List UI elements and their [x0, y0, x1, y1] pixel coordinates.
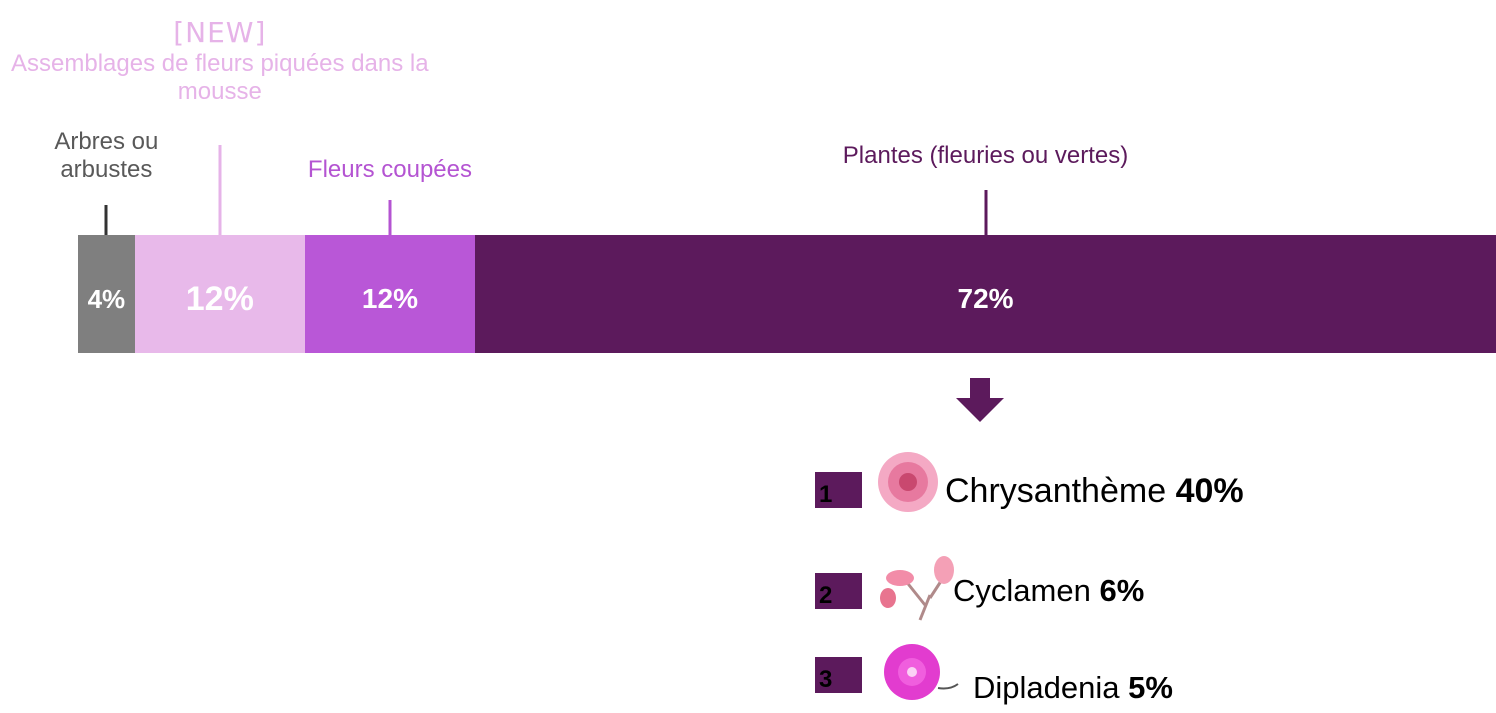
item-share: 40% — [1175, 472, 1244, 510]
ranking-item: Cyclamen 6% — [953, 573, 1144, 609]
rank-number: 1 — [819, 481, 833, 508]
leader-line — [218, 145, 222, 235]
item-share: 6% — [1099, 573, 1145, 608]
value-label: 72% — [957, 283, 1014, 314]
item-share: 5% — [1128, 670, 1173, 705]
leader-line — [104, 205, 108, 235]
rank-box: 1 — [815, 472, 862, 508]
value-label: 4% — [87, 284, 126, 314]
value-label: 12% — [185, 280, 254, 318]
segment-label-box: Plantes (fleuries ou vertes) — [736, 142, 1236, 170]
item-name: Dipladenia — [973, 670, 1120, 705]
new-tag: [NEW] — [173, 16, 267, 49]
leader-line — [388, 200, 392, 235]
icon-chrysantheme — [878, 452, 938, 512]
segment-label-box: Fleurs coupées — [240, 156, 540, 184]
segment-label-box: [NEW] Assemblages de fleurs piquées dans … — [0, 16, 440, 106]
rank-box: 3 — [815, 657, 862, 693]
icon-cyclamen — [880, 556, 954, 621]
icon-dipladenia — [884, 644, 959, 700]
rank-box: 2 — [815, 573, 862, 609]
value-label: 12% — [361, 283, 418, 314]
rank-number: 3 — [819, 666, 833, 693]
segment-name: Fleurs coupées — [307, 156, 472, 183]
segment-name: Assemblages de fleurs piquées dans la mo… — [11, 50, 429, 105]
leader-line — [984, 190, 988, 235]
bar-segment — [78, 235, 135, 353]
bar-segment — [475, 235, 1496, 353]
segment-label-box: Arbres ou arbustes — [36, 128, 176, 184]
bar-segment — [134, 235, 305, 353]
segment-name: Plantes (fleuries ou vertes) — [842, 142, 1129, 169]
ranking-item: Chrysanthème 40% — [945, 472, 1244, 511]
item-name: Cyclamen — [953, 573, 1091, 608]
segment-name: Arbres ou arbustes — [54, 128, 159, 183]
rank-number: 2 — [819, 582, 833, 609]
item-name: Chrysanthème — [945, 472, 1167, 510]
ranking-item: Dipladenia 5% — [973, 670, 1173, 706]
down-arrow — [956, 378, 1004, 422]
bar-segment — [304, 235, 476, 353]
